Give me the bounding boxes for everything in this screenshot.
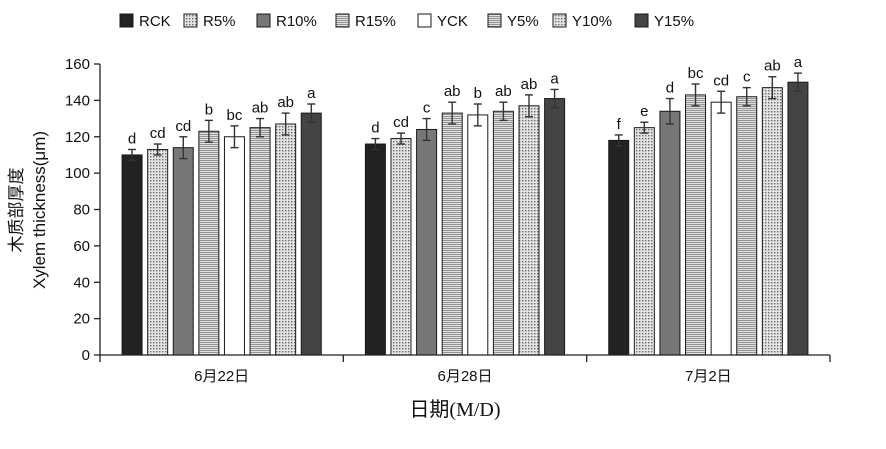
legend-label: Y10%: [572, 13, 612, 30]
legend-swatch: [417, 13, 432, 28]
bar: [518, 105, 540, 356]
significance-letter: d: [371, 120, 379, 137]
bar: [659, 110, 681, 356]
significance-letter: d: [666, 80, 674, 97]
significance-letter: a: [550, 70, 559, 87]
x-tick-label: 6月22日: [194, 368, 249, 385]
y-tick-label: 80: [73, 202, 90, 219]
bar: [544, 98, 566, 356]
bar: [198, 130, 220, 356]
y-axis-label-en: Xylem thickness(μm): [30, 131, 49, 289]
y-axis-label-cn: 木质部厚度: [7, 168, 26, 253]
bar: [223, 136, 245, 356]
bar: [172, 147, 194, 356]
bar: [710, 101, 732, 356]
y-tick-label: 20: [73, 311, 90, 328]
legend-swatch: [335, 13, 350, 28]
legend-label: YCK: [437, 13, 468, 30]
bar: [736, 96, 758, 356]
bar: [633, 127, 655, 356]
significance-letter: cd: [393, 114, 409, 131]
significance-letter: c: [743, 69, 751, 86]
legend-swatch: [256, 13, 271, 28]
significance-letter: ab: [495, 83, 512, 100]
significance-letter: bc: [688, 65, 704, 82]
legend-label: R15%: [355, 13, 396, 30]
y-tick-label: 60: [73, 238, 90, 255]
bar: [249, 127, 271, 356]
significance-letter: ab: [277, 94, 294, 111]
bar: [787, 81, 809, 356]
significance-letter: ab: [252, 100, 269, 117]
bar: [364, 143, 386, 356]
bar: [147, 148, 169, 356]
significance-letter: cd: [150, 125, 166, 142]
bar: [300, 112, 322, 356]
significance-letter: d: [128, 130, 136, 147]
bar: [685, 94, 707, 356]
axes-layer: 0 20 40 60 80 100 120 140 160 6月22日 6月28日 7月2日: [65, 56, 831, 385]
significance-letter: bc: [227, 107, 243, 124]
legend-label: RCK: [139, 13, 171, 30]
y-tick-label: 120: [65, 129, 90, 146]
significance-letter: cd: [175, 118, 191, 135]
significance-letter: ab: [521, 76, 538, 93]
legend-swatch: [487, 13, 502, 28]
y-tick-label: 40: [73, 274, 90, 291]
x-tick-label: 6月28日: [437, 368, 492, 385]
legend-swatch: [552, 13, 567, 28]
significance-letter: ab: [764, 58, 781, 75]
legend-label: R5%: [203, 13, 236, 30]
y-tick-label: 160: [65, 56, 90, 73]
bar: [492, 110, 514, 356]
legend-label: Y15%: [654, 13, 694, 30]
legend-swatch: [634, 13, 649, 28]
significance-letter: f: [617, 116, 622, 133]
bar: [608, 139, 630, 356]
significance-letter: e: [640, 103, 648, 120]
legend: RCK R5% R10% R15% YCK Y5% Y10% Y15%: [119, 13, 694, 30]
significance-letter: cd: [713, 72, 729, 89]
legend-label: Y5%: [507, 13, 539, 30]
bar: [275, 123, 297, 356]
x-tick-label: 7月2日: [685, 368, 732, 385]
significance-letter: a: [794, 54, 803, 71]
significance-letter: a: [307, 85, 316, 102]
y-tick-label: 0: [82, 347, 90, 364]
y-tick-label: 140: [65, 92, 90, 109]
bar: [121, 154, 143, 356]
legend-swatch: [183, 13, 198, 28]
significance-letter: ab: [444, 83, 461, 100]
significance-letter: c: [423, 100, 431, 117]
legend-label: R10%: [276, 13, 317, 30]
significance-letter: b: [205, 101, 213, 118]
significance-letter: b: [474, 85, 482, 102]
x-axis-label: 日期(M/D): [409, 399, 500, 421]
legend-swatch: [119, 13, 134, 28]
bar: [467, 114, 489, 356]
bar: [390, 138, 412, 356]
bar: [441, 112, 463, 356]
bar: [761, 87, 783, 356]
y-tick-label: 100: [65, 165, 90, 182]
bar: [416, 128, 438, 356]
